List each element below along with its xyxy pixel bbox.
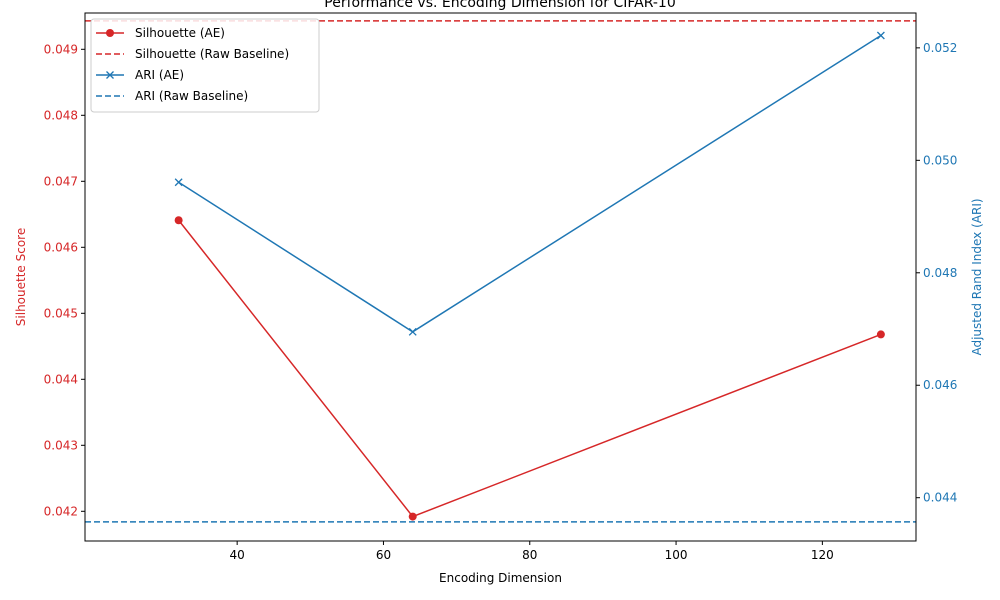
legend: Silhouette (AE) Silhouette (Raw Baseline)… xyxy=(90,18,320,113)
y-left-tick-label: 0.043 xyxy=(44,438,78,452)
y-left-tick-label: 0.044 xyxy=(44,372,78,386)
x-marker-stroke xyxy=(106,71,114,79)
y-axis-right-title: Adjusted Rand Index (ARI) xyxy=(970,198,984,355)
series-silhouette-ae-point xyxy=(174,216,183,225)
x-tick-label-100: 100 xyxy=(665,548,688,562)
x-tick-label-80: 80 xyxy=(522,548,537,562)
series-silhouette-ae-line xyxy=(178,219,882,518)
x-tick-label-60: 60 xyxy=(376,548,391,562)
x-axis-title: Encoding Dimension xyxy=(439,571,562,585)
y-left-tick-label: 0.049 xyxy=(44,42,78,56)
y-left-tick-label: 0.046 xyxy=(44,240,78,254)
series-silhouette-ae-point xyxy=(408,512,417,521)
legend-marker-silhouette-ae xyxy=(106,29,114,37)
y-axis-left-title: Silhouette Score xyxy=(14,228,28,326)
y-right-tick-label: 0.052 xyxy=(923,41,957,55)
y-left-tick-label: 0.042 xyxy=(44,504,78,518)
series-ari-ae-point xyxy=(876,31,885,40)
y-left-tick-label: 0.045 xyxy=(44,306,78,320)
legend-label-ari-ae: ARI (AE) xyxy=(135,68,184,82)
x-tick-label-40: 40 xyxy=(230,548,245,562)
legend-box xyxy=(90,18,320,113)
x-tick-label-120: 120 xyxy=(811,548,834,562)
legend-label-ari-raw-baseline: ARI (Raw Baseline) xyxy=(135,89,248,103)
series-ari-ae-point xyxy=(408,327,417,336)
y-left-tick-label: 0.047 xyxy=(44,174,78,188)
y-right-tick-label: 0.048 xyxy=(923,266,957,280)
legend-label-silhouette-ae: Silhouette (AE) xyxy=(135,26,225,40)
plot-frame xyxy=(84,12,917,542)
y-right-tick-label: 0.050 xyxy=(923,153,957,167)
legend-label-silhouette-raw-baseline: Silhouette (Raw Baseline) xyxy=(135,47,289,61)
legend-marker-ari-ae xyxy=(106,71,114,79)
y-left-tick-label: 0.048 xyxy=(44,108,78,122)
series-silhouette-ae-point xyxy=(876,330,885,339)
x-marker-stroke xyxy=(174,178,183,187)
series-ari-ae-point xyxy=(174,178,183,187)
x-marker-stroke xyxy=(408,327,417,336)
chart-title: Performance vs. Encoding Dimension for C… xyxy=(324,0,675,11)
x-marker-stroke xyxy=(876,31,885,40)
axes: 40 60 80 100 120 0.042 0.043 0.044 0.045 0.046 0.0… xyxy=(44,41,958,562)
y-right-tick-label: 0.044 xyxy=(923,491,957,505)
y-right-tick-label: 0.046 xyxy=(923,378,957,392)
